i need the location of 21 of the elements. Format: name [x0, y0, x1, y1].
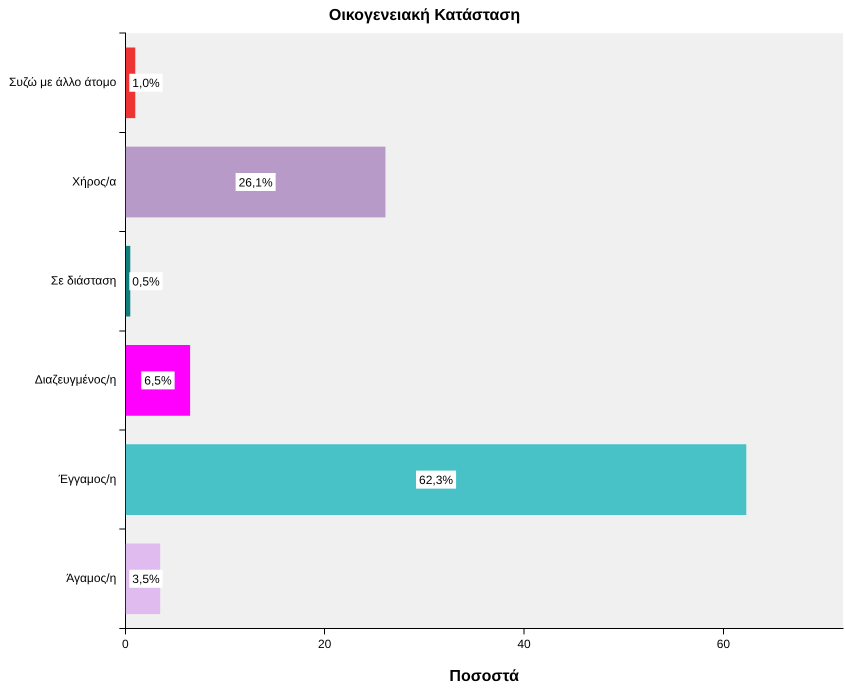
bar: [126, 444, 746, 515]
bar: [126, 146, 386, 218]
y-tick-label: Συζώ με άλλο άτομο: [8, 75, 117, 90]
bar: [126, 246, 130, 317]
y-tick-label: Χήρος/α: [72, 174, 116, 188]
data-label: 1,0%: [132, 76, 160, 90]
y-tick-label: Σε διάσταση: [50, 274, 116, 288]
data-label: 3,5%: [132, 572, 160, 586]
x-tick-label: 40: [517, 636, 532, 651]
data-label: 6,5%: [144, 374, 172, 388]
y-tick-label: Διαζευγμένος/η: [34, 372, 116, 387]
y-tick-label: Άγαμος/η: [66, 571, 116, 586]
data-label: 62,3%: [419, 472, 454, 487]
data-label: 26,1%: [238, 175, 273, 190]
chart-title: Οικογενειακή Κατάσταση: [328, 7, 520, 24]
x-axis-title: Ποσοστά: [449, 668, 520, 685]
x-tick-label: 0: [122, 636, 129, 651]
data-label: 0,5%: [132, 274, 160, 289]
x-tick-label: 20: [318, 636, 332, 651]
y-tick-label: Έγγαμος/η: [58, 472, 116, 486]
x-tick-label: 60: [716, 636, 730, 651]
